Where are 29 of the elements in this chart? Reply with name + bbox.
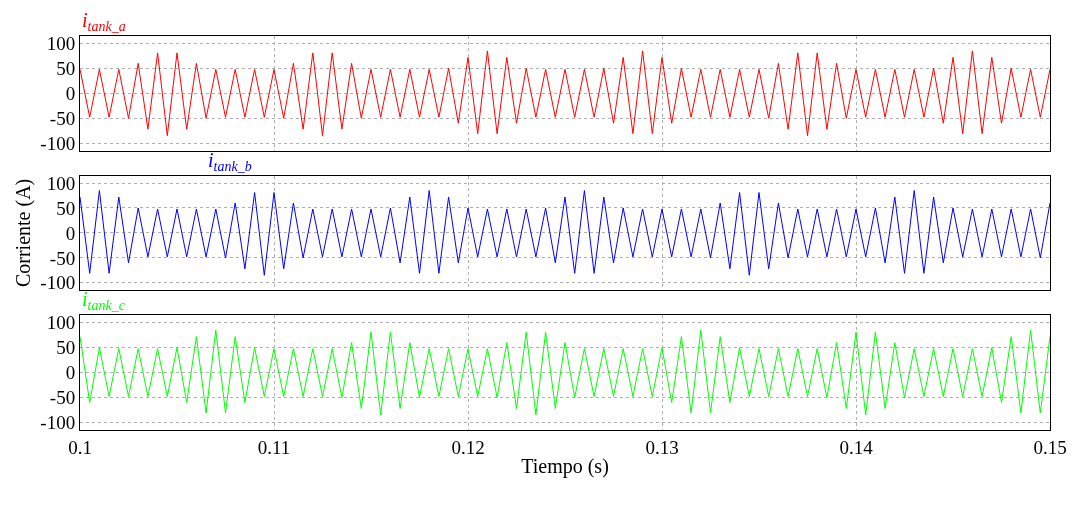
y-axis-title: Corriente (A) xyxy=(11,178,35,288)
x-tick-label: 0.11 xyxy=(257,436,291,458)
x-tick-label: 0.15 xyxy=(1033,436,1067,458)
y-tick-label: 100 xyxy=(46,172,76,194)
y-tick-label: 0 xyxy=(65,362,76,384)
x-tick-label: 0.13 xyxy=(645,436,679,458)
series-label: i$_{tank_c}$ xyxy=(82,288,126,314)
y-tick-label: -50 xyxy=(49,387,76,409)
y-tick-label: 50 xyxy=(56,337,76,359)
y-tick-label: 100 xyxy=(46,312,76,334)
series-label: i$_{tank_b}$ xyxy=(208,149,252,175)
y-tick-label: 50 xyxy=(56,58,76,80)
line-series xyxy=(80,190,1050,276)
y-tick-label: -50 xyxy=(49,107,76,129)
y-tick-label: -50 xyxy=(49,247,76,269)
y-tick-label: 100 xyxy=(46,33,76,55)
y-tick-label: 0 xyxy=(65,82,76,104)
y-tick-label: -100 xyxy=(40,272,76,294)
y-tick-label: -100 xyxy=(40,132,76,154)
line-series xyxy=(80,329,1050,416)
x-tick-label: 0.14 xyxy=(839,436,874,458)
line-series xyxy=(80,50,1050,137)
y-tick-label: 50 xyxy=(56,197,76,219)
x-tick-label: 0.1 xyxy=(68,436,92,458)
x-tick-label: 0.12 xyxy=(451,436,485,458)
x-axis-title: Tiempo (s) xyxy=(521,455,609,479)
series-label: i$_{tank_a}$ xyxy=(82,9,126,35)
y-tick-label: -100 xyxy=(40,412,76,434)
y-tick-label: 0 xyxy=(65,222,76,244)
